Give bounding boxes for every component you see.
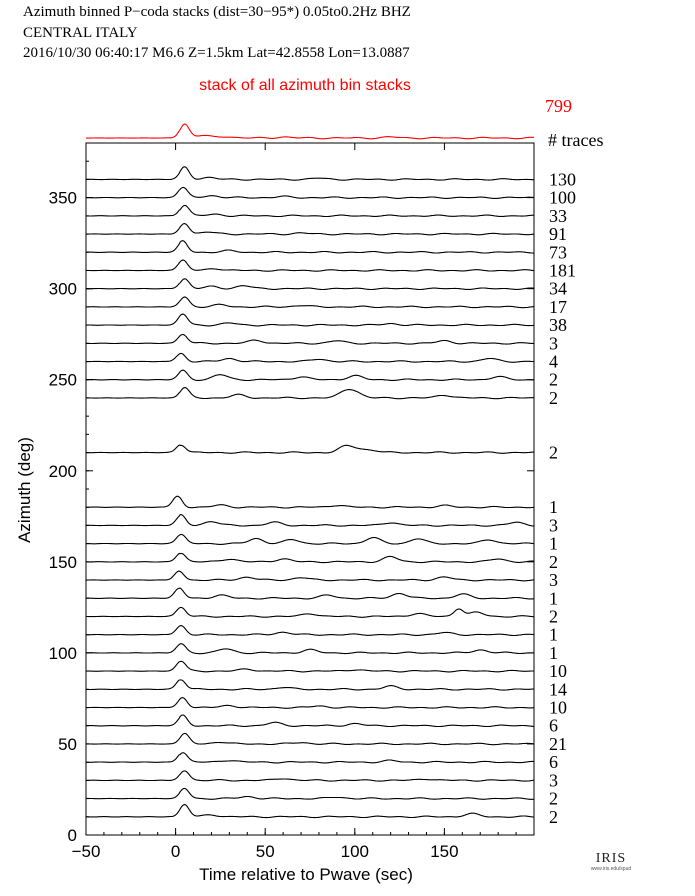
trace-line bbox=[85, 166, 534, 181]
trace-count-label: 10 bbox=[549, 698, 567, 718]
trace-count-label: 4 bbox=[549, 352, 558, 372]
trace-count-label: 181 bbox=[549, 260, 576, 280]
y-tick-label: 200 bbox=[49, 462, 77, 481]
trace-line bbox=[85, 533, 535, 545]
trace-line bbox=[85, 643, 534, 655]
traces-header-label: # traces bbox=[548, 130, 603, 150]
trace-line bbox=[85, 333, 534, 345]
trace-line bbox=[86, 278, 535, 291]
trace-line bbox=[86, 186, 535, 199]
y-axis-label: Azimuth (deg) bbox=[15, 437, 34, 543]
x-tick-label: 50 bbox=[256, 842, 275, 861]
trace-line bbox=[86, 587, 535, 600]
trace-line bbox=[85, 732, 535, 746]
trace-count-label: 6 bbox=[549, 752, 558, 772]
iris-logo-text: IRIS bbox=[595, 851, 627, 866]
x-tick-label: −50 bbox=[72, 842, 101, 861]
iris-logo-url: www.iris.edu/spud bbox=[590, 866, 632, 872]
trace-line bbox=[86, 514, 535, 527]
trace-count-label: 2 bbox=[549, 789, 558, 809]
y-tick-label: 100 bbox=[49, 644, 77, 663]
trace-line bbox=[86, 240, 534, 254]
trace-line bbox=[86, 387, 535, 400]
trace-line bbox=[86, 752, 534, 764]
trace-count-label: 33 bbox=[549, 206, 567, 226]
trace-line bbox=[86, 660, 534, 673]
trace-count-label: 1 bbox=[549, 534, 558, 554]
trace-count-label: 91 bbox=[549, 224, 567, 244]
trace-count-label: 3 bbox=[549, 770, 558, 790]
trace-line bbox=[86, 259, 535, 272]
trace-line bbox=[86, 352, 535, 363]
trace-line bbox=[86, 313, 535, 327]
chart-header-line-3: 2016/10/30 06:40:17 M6.6 Z=1.5km Lat=42.… bbox=[23, 45, 410, 61]
trace-count-label: 21 bbox=[549, 734, 567, 754]
x-tick-label: 0 bbox=[171, 842, 180, 861]
x-axis-label: Time relative to Pwave (sec) bbox=[199, 865, 413, 884]
trace-line bbox=[86, 625, 534, 637]
trace-line bbox=[85, 223, 535, 236]
trace-count-label: 17 bbox=[549, 297, 567, 317]
trace-count-label: 2 bbox=[549, 370, 558, 390]
y-tick-label: 350 bbox=[49, 189, 77, 208]
trace-line bbox=[85, 697, 535, 709]
trace-line bbox=[86, 714, 534, 728]
stack-trace-count: 799 bbox=[545, 96, 572, 116]
plot-frame bbox=[85, 142, 535, 836]
y-tick-label: 250 bbox=[49, 371, 77, 390]
trace-count-label: 6 bbox=[549, 716, 558, 736]
chart-header-line-1: Azimuth binned P−coda stacks (dist=30−95… bbox=[23, 4, 411, 20]
trace-line bbox=[86, 369, 534, 382]
trace-line bbox=[86, 495, 535, 509]
y-tick-label: 0 bbox=[68, 826, 77, 845]
trace-count-label: 3 bbox=[549, 515, 558, 535]
trace-line bbox=[86, 770, 535, 782]
trace-count-label: 2 bbox=[549, 552, 558, 572]
iris-logo: IRIS www.iris.edu/spud bbox=[583, 851, 639, 873]
trace-line bbox=[86, 679, 535, 691]
x-tick-label: 100 bbox=[341, 842, 369, 861]
trace-line bbox=[86, 570, 535, 582]
trace-count-label: 1 bbox=[549, 625, 558, 645]
trace-line bbox=[85, 204, 535, 218]
trace-count-label: 2 bbox=[549, 807, 558, 827]
trace-count-labels: 1301003391731813417383422213123121110141… bbox=[549, 169, 576, 826]
trace-line bbox=[86, 296, 535, 309]
trace-count-label: 1 bbox=[549, 588, 558, 608]
trace-line bbox=[86, 552, 534, 564]
trace-line bbox=[85, 804, 535, 819]
trace-line bbox=[86, 444, 535, 454]
y-tick-label: 150 bbox=[49, 553, 77, 572]
y-tick-label: 50 bbox=[58, 735, 77, 754]
trace-count-label: 2 bbox=[549, 606, 558, 626]
trace-lines bbox=[85, 166, 535, 819]
y-tick-label: 300 bbox=[49, 280, 77, 299]
trace-count-label: 1 bbox=[549, 497, 558, 517]
stack-panel: stack of all azimuth bin stacks 799 # tr… bbox=[86, 77, 603, 150]
trace-count-label: 14 bbox=[549, 679, 567, 699]
trace-count-label: 73 bbox=[549, 242, 567, 262]
trace-count-label: 2 bbox=[549, 388, 558, 408]
trace-line bbox=[86, 606, 534, 618]
trace-count-label: 3 bbox=[549, 333, 558, 353]
trace-count-label: 10 bbox=[549, 661, 567, 681]
stack-title: stack of all azimuth bin stacks bbox=[199, 77, 411, 94]
stack-trace-line bbox=[86, 123, 535, 140]
trace-count-label: 2 bbox=[549, 443, 558, 463]
trace-count-label: 1 bbox=[549, 643, 558, 663]
trace-count-label: 130 bbox=[549, 169, 576, 189]
trace-count-label: 34 bbox=[549, 279, 567, 299]
chart-header-line-2: CENTRAL ITALY bbox=[23, 25, 138, 41]
trace-count-label: 100 bbox=[549, 188, 576, 208]
trace-line bbox=[86, 787, 535, 800]
trace-count-label: 38 bbox=[549, 315, 567, 335]
trace-count-label: 3 bbox=[549, 570, 558, 590]
x-tick-label: 150 bbox=[430, 842, 458, 861]
